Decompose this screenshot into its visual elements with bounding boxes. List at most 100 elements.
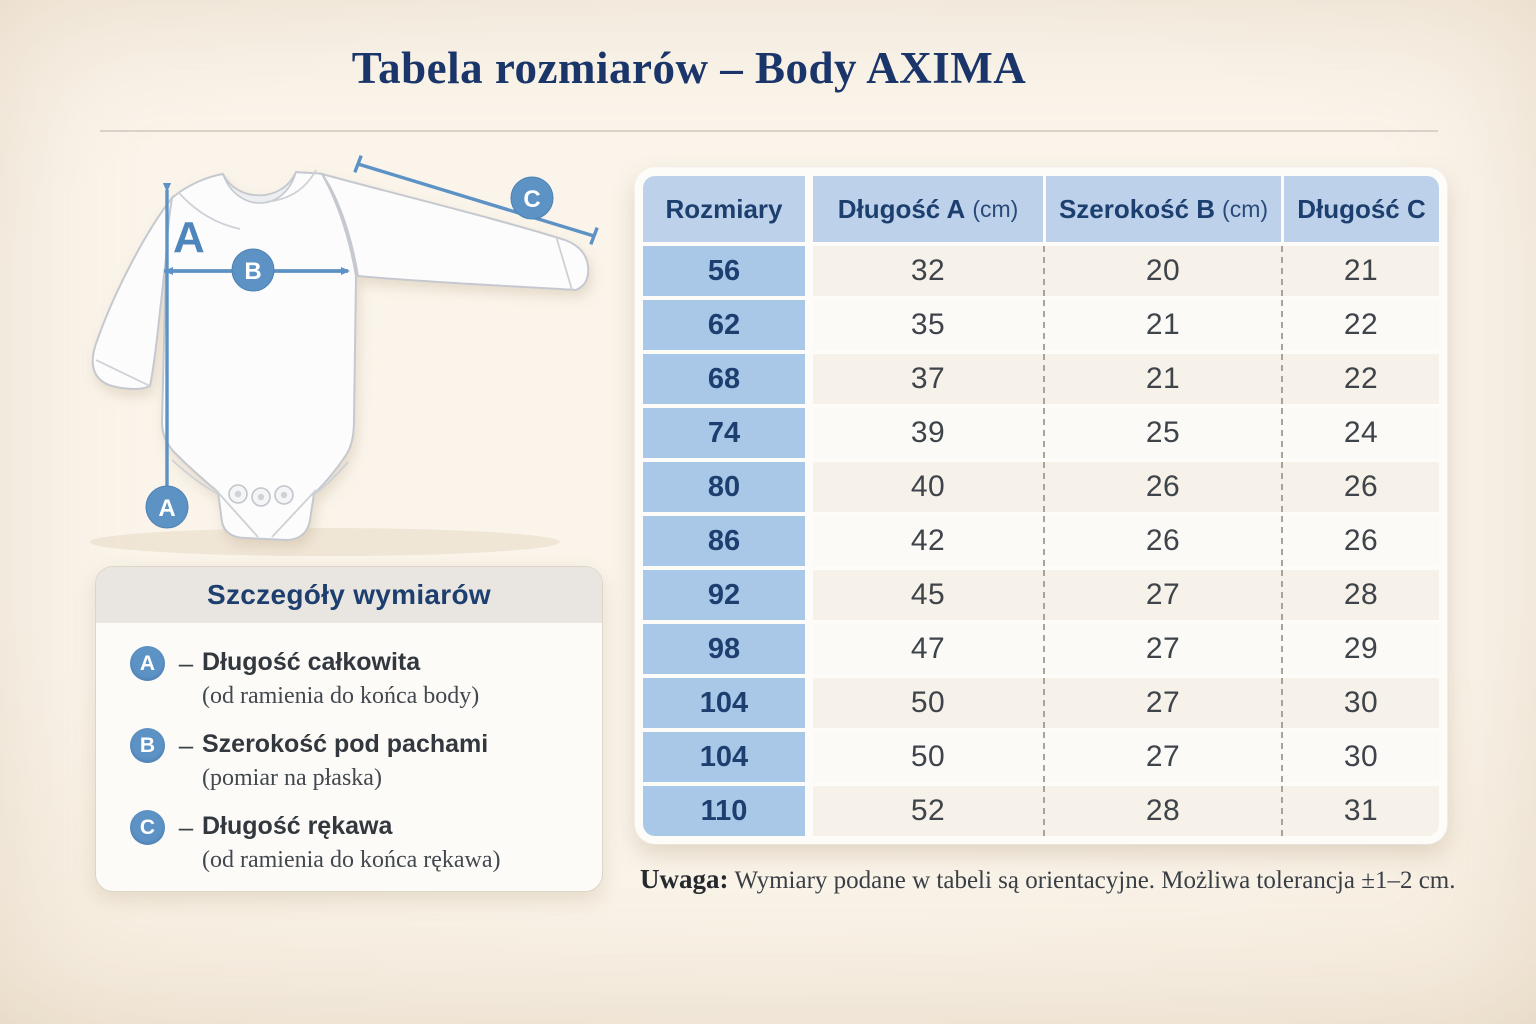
- page-title: Tabela rozmiarów – Body AXIMA: [351, 43, 1027, 93]
- right-shoulder-fold: [265, 169, 317, 203]
- value-c: 30: [1281, 732, 1439, 782]
- size-cell: 98: [643, 624, 805, 674]
- value-b: 25: [1043, 408, 1281, 458]
- value-b: 27: [1043, 624, 1281, 674]
- crotch-fold-left: [213, 487, 259, 538]
- table-row: 104 50 27 30: [643, 678, 1439, 728]
- table-header-row: Rozmiary Długość A (cm) Szerokość B (cm) D…: [643, 176, 1439, 242]
- value-a: 32: [813, 246, 1043, 296]
- left-shoulder-fold: [177, 191, 241, 230]
- table-row: 98 47 27 29: [643, 624, 1439, 674]
- value-c: 26: [1281, 516, 1439, 566]
- svg-text:C: C: [523, 186, 540, 213]
- value-c: 31: [1281, 786, 1439, 836]
- value-c: 21: [1281, 246, 1439, 296]
- value-c: 28: [1281, 570, 1439, 620]
- svg-text:A: A: [158, 495, 175, 522]
- right-cuff-seam: [555, 235, 573, 291]
- right-sleeve: [319, 172, 590, 292]
- size-cell: 68: [643, 354, 805, 404]
- value-c: 22: [1281, 300, 1439, 350]
- svg-text:B: B: [244, 258, 261, 285]
- legend-item-b-desc: (pomiar na płaska): [202, 765, 382, 791]
- tolerance-note: Uwaga: Wymiary podane w tabeli są orienta…: [640, 864, 1470, 895]
- legend-separator: –: [178, 648, 194, 678]
- size-cell: 80: [643, 462, 805, 512]
- snap-buttons: [228, 484, 294, 507]
- marker-c-badge: C: [130, 810, 165, 845]
- value-c: 22: [1281, 354, 1439, 404]
- title-divider: [100, 130, 1438, 132]
- note-label: Uwaga:: [640, 864, 729, 894]
- right-leg-hem: [311, 461, 349, 497]
- bodysuit-garment: [91, 169, 590, 542]
- left-leg-hem: [171, 459, 219, 495]
- legend-card: Szczegóły wymiarów A – Długość całkowita…: [95, 566, 603, 892]
- marker-a-circle: A: [145, 485, 189, 529]
- marker-c-circle: C: [510, 176, 554, 220]
- dimension-a-label: A: [173, 213, 205, 262]
- value-b: 27: [1043, 732, 1281, 782]
- size-cell: 56: [643, 246, 805, 296]
- value-a: 35: [813, 300, 1043, 350]
- dimension-c-line: [353, 154, 599, 246]
- value-b: 28: [1043, 786, 1281, 836]
- bodysuit-diagram: A A B C: [90, 154, 599, 556]
- legend-title: Szczegóły wymiarów: [96, 567, 602, 623]
- table-row: 92 45 27 28: [643, 570, 1439, 620]
- value-b: 26: [1043, 516, 1281, 566]
- table-row: 110 52 28 31: [643, 786, 1439, 836]
- marker-b-circle: B: [231, 248, 275, 292]
- value-b: 21: [1043, 354, 1281, 404]
- value-a: 37: [813, 354, 1043, 404]
- legend-separator: –: [178, 812, 194, 842]
- size-cell: 62: [643, 300, 805, 350]
- value-b: 21: [1043, 300, 1281, 350]
- value-c: 26: [1281, 462, 1439, 512]
- table-row: 74 39 25 24: [643, 408, 1439, 458]
- value-c: 29: [1281, 624, 1439, 674]
- value-a: 42: [813, 516, 1043, 566]
- value-a: 50: [813, 732, 1043, 782]
- value-a: 39: [813, 408, 1043, 458]
- table-row: 86 42 26 26: [643, 516, 1439, 566]
- header-rozmiary: Rozmiary: [643, 176, 805, 242]
- legend-item-c-name: Długość rękawa: [202, 812, 393, 840]
- size-cell: 104: [643, 678, 805, 728]
- table-row: 80 40 26 26: [643, 462, 1439, 512]
- crotch-fold-right: [271, 489, 317, 538]
- table-row: 62 35 21 22: [643, 300, 1439, 350]
- legend-item-b: B – Szerokość pod pachami (pomiar na pła…: [130, 727, 582, 794]
- legend-separator: –: [178, 730, 194, 760]
- table-row: 104 50 27 30: [643, 732, 1439, 782]
- value-b: 27: [1043, 570, 1281, 620]
- table-row: 56 32 20 21: [643, 246, 1439, 296]
- value-b: 26: [1043, 462, 1281, 512]
- left-cuff-seam: [95, 359, 151, 387]
- size-cell: 74: [643, 408, 805, 458]
- legend-item-a-name: Długość całkowita: [202, 648, 421, 676]
- legend-item-c-desc: (od ramienia do końca rękawa): [202, 847, 501, 873]
- ground-shadow: [90, 528, 560, 556]
- legend-item-a-desc: (od ramienia do końca body): [202, 683, 480, 709]
- legend-item-c: C – Długość rękawa (od ramienia do końca…: [130, 809, 582, 876]
- header-dlugosc-a: Długość A (cm): [813, 176, 1043, 242]
- legend-items: A – Długość całkowita (od ramienia do ko…: [96, 623, 602, 891]
- value-b: 20: [1043, 246, 1281, 296]
- header-szerokosc-b: Szerokość B (cm): [1043, 176, 1281, 242]
- value-a: 52: [813, 786, 1043, 836]
- legend-item-b-name: Szerokość pod pachami: [202, 730, 489, 758]
- column-gutter: [805, 176, 813, 242]
- table-row: 68 37 21 22: [643, 354, 1439, 404]
- size-table-card: Rozmiary Długość A (cm) Szerokość B (cm) D…: [635, 168, 1447, 844]
- value-b: 27: [1043, 678, 1281, 728]
- value-a: 47: [813, 624, 1043, 674]
- value-c: 24: [1281, 408, 1439, 458]
- marker-a-badge: A: [130, 646, 165, 681]
- header-dlugosc-c: Długość C: [1281, 176, 1439, 242]
- marker-b-badge: B: [130, 728, 165, 763]
- size-cell: 104: [643, 732, 805, 782]
- note-text: Wymiary podane w tabeli są orientacyjne.…: [734, 867, 1456, 894]
- size-cell: 110: [643, 786, 805, 836]
- value-c: 30: [1281, 678, 1439, 728]
